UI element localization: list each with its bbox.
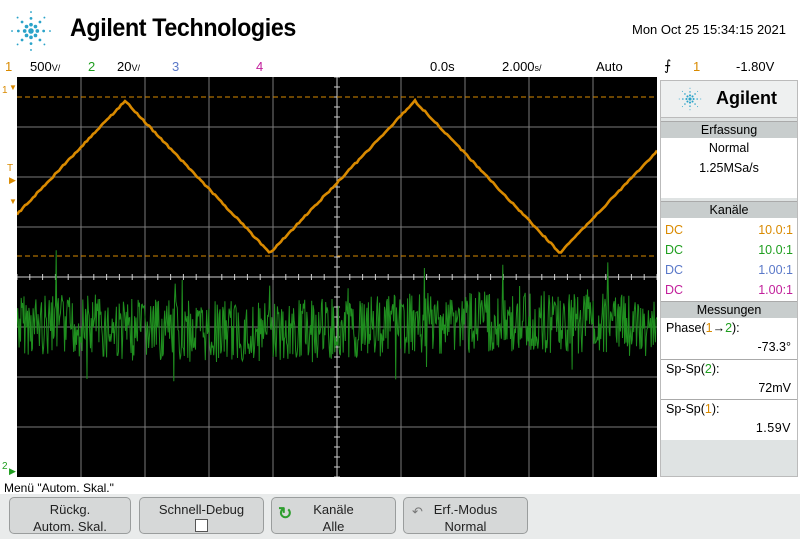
phase-value: -73.3° [758,340,792,354]
ch2-scale[interactable]: 20V/ [117,59,140,74]
channel-row[interactable]: DC 10.0:1 [665,240,793,260]
agilent-spark-icon [8,8,54,54]
measurements-list[interactable]: Phase(1→2): -73.3° Sp-Sp(2): 72mV Sp-Sp(… [661,318,797,441]
panel-brand-text: Agilent [716,88,777,109]
trigger-mode[interactable]: Auto [596,59,623,74]
time-delay[interactable]: 0.0s [430,59,455,74]
ch2-number[interactable]: 2 [88,59,95,74]
agilent-spark-icon [677,86,703,112]
pkpk-ch1-value: 1.59V [756,421,791,435]
left-markers: 1 ▼ T ▶ ▼ 2 ▶ [0,77,17,477]
trigger-level[interactable]: -1.80V [736,59,774,74]
channels-list[interactable]: DC 10.0:1 DC 10.0:1 DC 1.00:1 DC 1.00:1 [661,218,797,302]
softkey-channels[interactable]: ↻ Kanäle Alle [271,497,396,534]
rising-edge-icon: ⨍ [664,57,671,74]
channel-row[interactable]: DC 1.00:1 [665,260,793,280]
ch1-ground-marker[interactable]: 1 [2,85,8,96]
channel-row[interactable]: DC 1.00:1 [665,280,793,300]
datetime: Mon Oct 25 15:34:15 2021 [632,22,786,37]
time-scale[interactable]: 2.000s/ [502,59,542,74]
header: Agilent Technologies Mon Oct 25 15:34:15… [0,0,800,58]
softkey-undo-autoscale[interactable]: Rückg. Autom. Skal. [9,497,131,534]
acquisition-info[interactable]: Normal 1.25MSa/s [661,138,797,198]
measurement-pkpk-ch2[interactable]: Sp-Sp(2): 72mV [661,360,797,400]
ch1-number[interactable]: 1 [5,59,12,74]
acquisition-title: Erfassung [661,121,797,139]
ch3-number[interactable]: 3 [172,59,179,74]
trigger-arrow-icon: ▶ [9,175,16,186]
side-panel: Agilent Erfassung Normal 1.25MSa/s Kanäl… [660,80,798,477]
sample-rate: 1.25MSa/s [661,161,797,175]
status-bar: 1 500V/ 2 20V/ 3 4 0.0s 2.000s/ Auto ⨍ 1… [0,58,800,78]
channel-row[interactable]: DC 10.0:1 [665,220,793,240]
waveform-display[interactable] [17,77,657,477]
softkey-acq-mode[interactable]: ↶ Erf.-Modus Normal [403,497,528,534]
checkbox-icon[interactable] [195,519,208,532]
pkpk-ch2-value: 72mV [758,381,791,395]
ch4-number[interactable]: 4 [256,59,263,74]
ch1-scale[interactable]: 500V/ [30,59,60,74]
channels-title: Kanäle [661,201,797,219]
measurement-phase[interactable]: Phase(1→2): -73.3° [661,318,797,360]
brand-title: Agilent Technologies [70,14,296,43]
trigger-source[interactable]: 1 [693,59,700,74]
menu-label: Menü "Autom. Skal." [4,481,114,495]
trigger-arrow-icon: ▼ [9,197,17,206]
measurement-pkpk-ch1[interactable]: Sp-Sp(1): 1.59V [661,400,797,440]
marker-arrow-icon: ▼ [9,83,17,92]
panel-brand: Agilent [661,81,797,118]
marker-arrow-icon: ▶ [9,466,16,477]
softkey-bar: Rückg. Autom. Skal. Schnell-Debug ↻ Kanä… [0,494,800,539]
softkey-fast-debug[interactable]: Schnell-Debug [139,497,264,534]
ch2-ground-marker[interactable]: 2 [2,461,8,472]
trigger-level-marker[interactable]: T [7,163,13,174]
acquisition-mode: Normal [661,141,797,155]
measurements-title: Messungen [661,301,797,319]
